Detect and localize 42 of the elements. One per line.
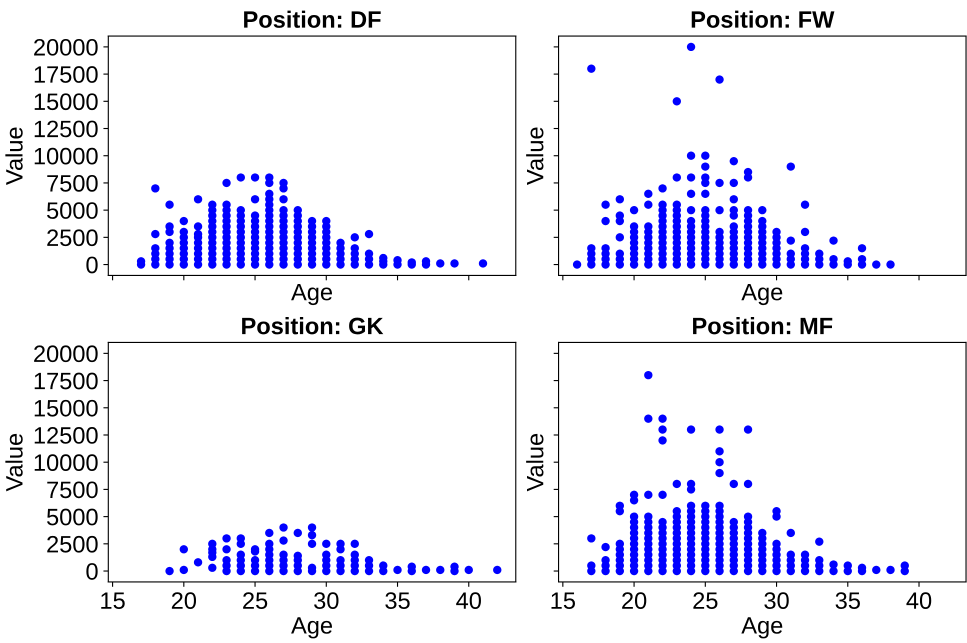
x-axis-title: Age	[741, 284, 782, 306]
y-tick-label: 7500	[47, 175, 98, 192]
x-tick-label: 35	[836, 592, 860, 609]
y-tick-label: 15000	[34, 93, 98, 110]
y-axis-title: Value	[526, 434, 544, 492]
y-tick-label: 5000	[47, 202, 98, 219]
x-axis-title: Age	[291, 617, 332, 638]
x-tick-label: 40	[456, 592, 481, 609]
y-axis-title: Value	[5, 434, 23, 492]
y-tick-label: 10000	[34, 148, 98, 165]
y-tick-label: 0	[86, 563, 98, 580]
y-tick-label: 5000	[47, 508, 98, 526]
y-tick-label: 10000	[34, 454, 98, 471]
x-tick-label: 25	[243, 592, 268, 609]
y-axis-title: Value	[5, 127, 23, 185]
x-tick-label: 15	[101, 592, 125, 609]
y-tick-label: 7500	[47, 481, 98, 498]
chart-title: Position: GK	[242, 317, 384, 334]
x-tick-label: 40	[906, 592, 932, 609]
x-tick-label: 30	[314, 592, 338, 609]
chart-title: Position: DF	[244, 10, 381, 28]
y-tick-label: 17500	[34, 372, 98, 390]
x-tick-label: 25	[693, 592, 718, 609]
y-tick-label: 2500	[47, 229, 98, 246]
y-tick-label: 17500	[34, 66, 98, 83]
x-axis-title: Age	[291, 284, 332, 306]
y-tick-label: 12500	[34, 120, 98, 138]
y-tick-label: 15000	[34, 400, 98, 417]
x-tick-label: 15	[552, 592, 575, 609]
x-axis-title: Age	[741, 617, 782, 638]
x-tick-label: 20	[172, 592, 196, 609]
y-tick-label: 20000	[34, 345, 98, 362]
x-tick-label: 35	[385, 592, 410, 609]
y-tick-label: 20000	[34, 38, 98, 56]
x-tick-label: 30	[764, 592, 789, 609]
y-axis-title: Value	[526, 127, 544, 185]
y-tick-label: 2500	[47, 536, 98, 553]
y-tick-label: 12500	[34, 427, 98, 444]
y-tick-label: 0	[86, 256, 98, 274]
x-tick-label: 20	[622, 592, 646, 609]
chart-title: Position: FW	[692, 10, 834, 28]
chart-title: Position: MF	[693, 317, 832, 334]
